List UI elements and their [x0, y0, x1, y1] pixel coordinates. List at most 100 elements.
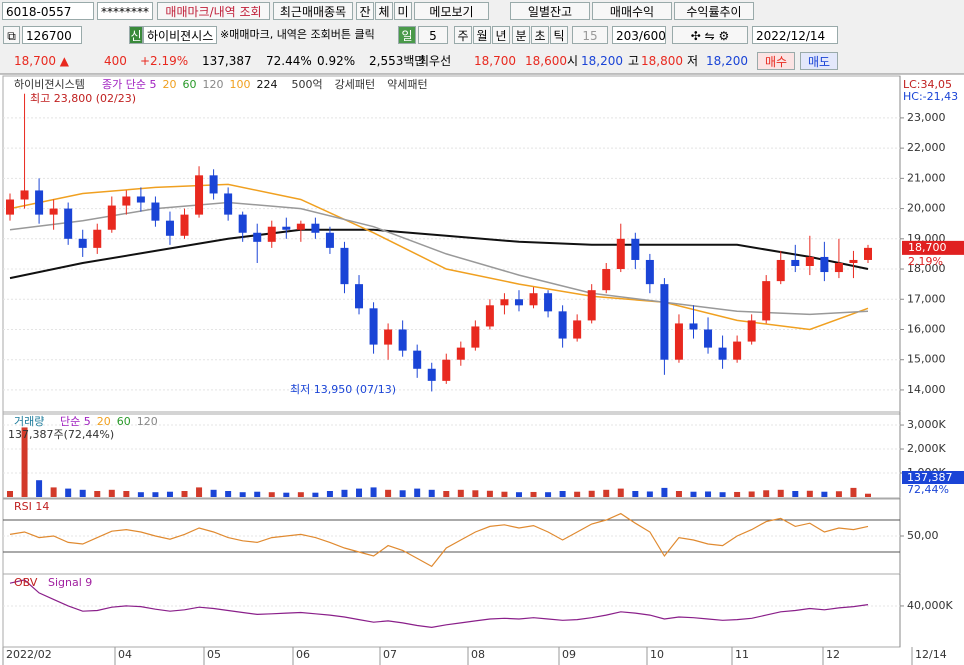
candle-body — [35, 190, 44, 215]
candle-body — [340, 247, 349, 285]
volume-bar — [7, 491, 13, 497]
y-tick-label: 50,00 — [907, 529, 939, 542]
candle-body — [602, 269, 611, 291]
quote-item: 72.44% — [266, 54, 312, 68]
quote-item: +2.19% — [140, 54, 189, 68]
candle-body — [122, 196, 131, 206]
button[interactable]: 매매마크/내역 조회 — [157, 2, 270, 20]
button[interactable]: 잔 — [356, 2, 374, 20]
candle-body — [791, 259, 800, 267]
tag: 신 — [129, 26, 143, 44]
unit[interactable]: 분 — [512, 26, 530, 44]
candle-body — [78, 238, 87, 248]
x-tick-label: 04 — [118, 648, 132, 661]
unit[interactable]: 월 — [473, 26, 491, 44]
volume-bar — [196, 487, 203, 497]
date[interactable]: 2022/12/14 — [752, 26, 838, 44]
panel-title: RSI 14 — [14, 500, 49, 513]
legend-label: 100 — [229, 78, 250, 91]
stock-name[interactable]: 하이비젼시스 — [143, 26, 217, 44]
legend-label: 224 — [256, 78, 277, 91]
candle-body — [762, 281, 771, 321]
y-tick-label: 22,000 — [907, 141, 946, 154]
volume-bar — [65, 488, 72, 497]
x-tick-label: 09 — [562, 648, 576, 661]
tools[interactable]: ✣ ⇋ ⚙ — [672, 26, 748, 44]
indicator-line — [9, 512, 869, 568]
button[interactable]: 수익률추이 — [674, 2, 754, 20]
candle-body — [864, 247, 872, 260]
volume-bar — [283, 492, 290, 497]
volume-bar — [123, 491, 130, 497]
candle-body — [267, 226, 276, 242]
y-tick-label: 40,000K — [907, 599, 953, 612]
y-tick-label: 20,000 — [907, 202, 946, 215]
volume-bar — [36, 480, 43, 497]
order-button[interactable]: 매도 — [800, 52, 838, 70]
last-price-label: 18,700 — [908, 241, 947, 254]
candle-body — [427, 368, 436, 381]
volume-bar — [501, 491, 508, 497]
candle-body — [718, 347, 727, 360]
volume-bar — [530, 491, 537, 497]
tick-n[interactable]: 15 — [572, 26, 608, 44]
volume-bar — [356, 488, 363, 497]
volume-bar — [443, 491, 450, 497]
candle-body — [660, 284, 669, 360]
quote-item: 0.92% — [317, 54, 356, 68]
candle-body — [93, 229, 102, 248]
volume-bar — [341, 489, 348, 497]
volume-bar — [719, 492, 726, 497]
candle-body — [49, 208, 58, 215]
period-n[interactable]: 5 — [418, 26, 448, 44]
candle-body — [180, 214, 189, 236]
unit[interactable]: 틱 — [550, 26, 568, 44]
stock-code[interactable]: 126700 — [22, 26, 82, 44]
candle-body — [500, 299, 509, 306]
account[interactable]: 6018-0557 — [2, 2, 94, 20]
candle-body — [209, 175, 218, 194]
volume-bar — [632, 491, 639, 497]
x-tick-label: 11 — [735, 648, 749, 661]
x-tick-label: 12 — [826, 648, 840, 661]
period[interactable]: 일 — [398, 26, 416, 44]
button[interactable]: 최근매매종목 — [273, 2, 353, 20]
volume-bar — [617, 488, 624, 497]
volume-bar — [603, 489, 610, 497]
quote-item: 18,600 — [525, 54, 567, 68]
volume-bar — [166, 491, 173, 497]
button[interactable]: 미 — [394, 2, 412, 20]
annotation: 최고 23,800 (02/23) — [30, 92, 136, 105]
icon[interactable]: ⧉ — [3, 26, 20, 44]
button[interactable]: 매매수익 — [592, 2, 672, 20]
volume-bar — [705, 491, 712, 497]
candle-body — [573, 320, 582, 339]
volume-bar — [777, 489, 784, 497]
button[interactable]: 메모보기 — [414, 2, 489, 20]
button[interactable]: 일별잔고 — [510, 2, 590, 20]
legend-label: 20 — [97, 415, 111, 428]
candle-body — [616, 238, 625, 270]
unit[interactable]: 년 — [492, 26, 510, 44]
candle-body — [456, 347, 465, 360]
order-button[interactable]: 매수 — [757, 52, 795, 70]
candle-body — [529, 293, 538, 306]
unit[interactable]: 초 — [531, 26, 549, 44]
change-label: 2.19% — [908, 255, 943, 268]
candle-body — [165, 220, 174, 236]
candle-body — [107, 205, 116, 230]
candle-body — [151, 202, 160, 221]
legend-label: 120 — [202, 78, 223, 91]
password[interactable]: ******** — [97, 2, 153, 20]
moving-average — [9, 183, 869, 331]
quote-item: 최우선 — [418, 54, 452, 68]
volume-bar — [515, 492, 522, 497]
volume-bar — [152, 492, 159, 497]
unit[interactable]: 주 — [454, 26, 472, 44]
y-tick-label: 21,000 — [907, 171, 946, 184]
button[interactable]: 체 — [375, 2, 393, 20]
x-tick-label: 12/14 — [915, 648, 947, 661]
volume-bar — [385, 489, 392, 497]
